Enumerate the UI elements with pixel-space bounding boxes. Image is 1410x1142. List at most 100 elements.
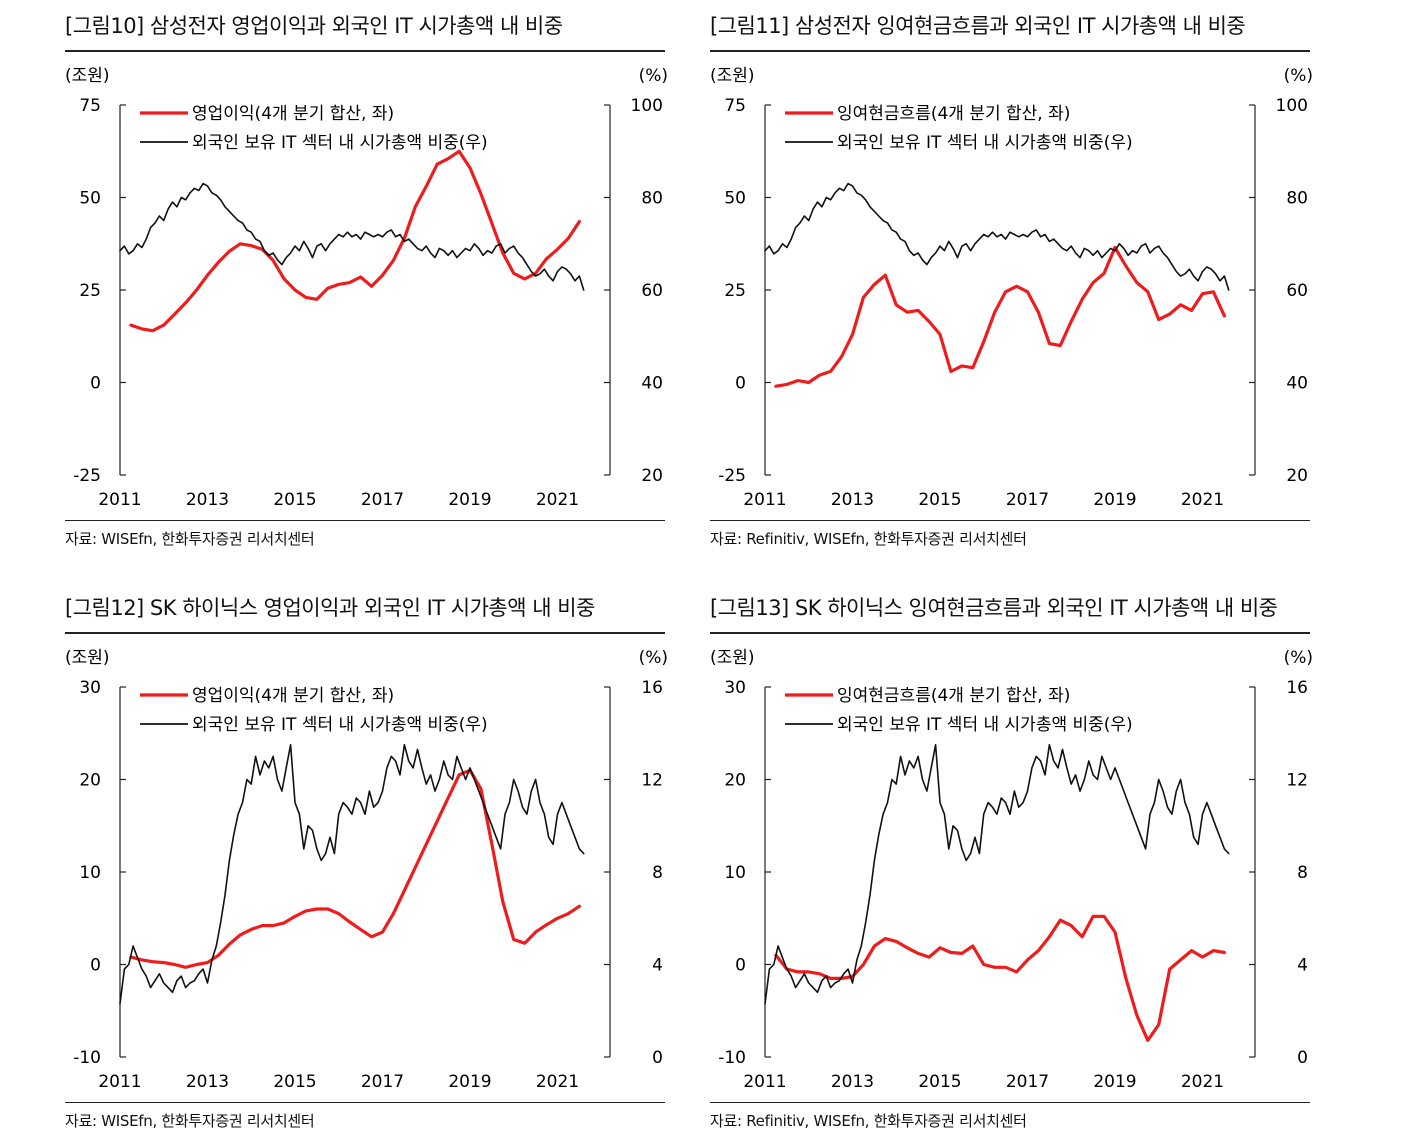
left-axis-unit: (조원) xyxy=(65,66,110,86)
left-tick-label: 50 xyxy=(79,189,101,209)
x-tick-label: 2021 xyxy=(1181,490,1224,510)
x-tick-label: 2019 xyxy=(448,1072,491,1092)
right-axis-unit: (%) xyxy=(639,648,668,668)
legend-label: 외국인 보유 IT 섹터 내 시가총액 비중(우) xyxy=(192,133,488,153)
source-note: 자료: Refinitiv, WISEfn, 한화투자증권 리서치센터 xyxy=(710,1112,1027,1130)
chart-panel-3: [그림12] SK 하이닉스 영업이익과 외국인 IT 시가총액 내 비중 (조… xyxy=(65,582,710,1142)
legend-label: 외국인 보유 IT 섹터 내 시가총액 비중(우) xyxy=(192,715,488,735)
legend-label: 잉여현금흐름(4개 분기 합산, 좌) xyxy=(837,686,1070,706)
series-line-left xyxy=(129,149,582,333)
x-tick-label: 2011 xyxy=(98,1072,141,1092)
left-tick-label: 75 xyxy=(79,96,101,116)
left-tick-label: 0 xyxy=(90,374,101,394)
left-axis-unit: (조원) xyxy=(710,648,755,668)
source-note: 자료: WISEfn, 한화투자증권 리서치센터 xyxy=(65,530,315,548)
left-axis-unit: (조원) xyxy=(710,66,755,86)
left-tick-label: 10 xyxy=(724,863,746,883)
right-tick-label: 16 xyxy=(1286,678,1308,698)
right-tick-label: 100 xyxy=(631,96,663,116)
title-rule xyxy=(710,50,1310,52)
left-tick-label: -10 xyxy=(718,1048,746,1068)
panel-title: [그림11] 삼성전자 잉여현금흐름과 외국인 IT 시가총액 내 비중 xyxy=(710,14,1246,38)
panel-title: [그림10] 삼성전자 영업이익과 외국인 IT 시가총액 내 비중 xyxy=(65,14,563,38)
chart-svg: (조원) (%) 75 50 25 0 -25 100 80 60 40 20 2011 2013 2015… xyxy=(710,66,1313,510)
source-rule xyxy=(710,520,1310,521)
right-tick-label: 40 xyxy=(641,374,663,394)
left-tick-label: 75 xyxy=(724,96,746,116)
left-tick-label: 10 xyxy=(79,863,101,883)
right-tick-label: 20 xyxy=(641,466,663,486)
x-tick-label: 2015 xyxy=(918,490,961,510)
series-line-right xyxy=(764,744,1230,1005)
series-line-right xyxy=(119,182,585,291)
x-tick-label: 2017 xyxy=(361,1072,404,1092)
x-tick-label: 2017 xyxy=(1006,1072,1049,1092)
left-tick-label: 20 xyxy=(724,771,746,791)
right-tick-label: 4 xyxy=(1297,956,1308,976)
series-line-right xyxy=(119,744,585,1005)
source-rule xyxy=(65,1102,665,1103)
x-tick-label: 2019 xyxy=(1093,490,1136,510)
chart-svg: (조원) (%) 30 20 10 0 -10 16 12 8 4 0 2011 2013 2015 2017… xyxy=(65,648,668,1092)
x-tick-label: 2011 xyxy=(743,490,786,510)
right-axis-unit: (%) xyxy=(1284,648,1313,668)
left-tick-label: 0 xyxy=(735,374,746,394)
right-tick-label: 8 xyxy=(1297,863,1308,883)
right-tick-label: 12 xyxy=(1286,771,1308,791)
series-line-left xyxy=(774,245,1227,388)
x-tick-label: 2019 xyxy=(448,490,491,510)
left-tick-label: -25 xyxy=(73,466,101,486)
x-tick-label: 2013 xyxy=(831,1072,874,1092)
x-tick-label: 2015 xyxy=(273,1072,316,1092)
series-line-left xyxy=(774,914,1227,1042)
right-tick-label: 0 xyxy=(1297,1048,1308,1068)
chart-panel-1: [그림10] 삼성전자 영업이익과 외국인 IT 시가총액 내 비중 (조원)(… xyxy=(65,0,710,560)
right-tick-label: 100 xyxy=(1276,96,1308,116)
x-tick-label: 2013 xyxy=(186,490,229,510)
source-note: 자료: Refinitiv, WISEfn, 한화투자증권 리서치센터 xyxy=(710,530,1027,548)
chart-svg: (조원) (%) 30 20 10 0 -10 16 12 8 4 0 2011 2013 2015 2017… xyxy=(710,648,1313,1092)
chart-svg: (조원) (%) 75 50 25 0 -25 100 80 60 40 20 2011 2013 2015… xyxy=(65,66,668,510)
left-tick-label: 50 xyxy=(724,189,746,209)
chart-panel-2: [그림11] 삼성전자 잉여현금흐름과 외국인 IT 시가총액 내 비중 (조원… xyxy=(710,0,1355,560)
x-tick-label: 2021 xyxy=(536,490,579,510)
x-tick-label: 2021 xyxy=(1181,1072,1224,1092)
right-tick-label: 8 xyxy=(652,863,663,883)
right-tick-label: 80 xyxy=(641,189,663,209)
left-tick-label: 25 xyxy=(724,281,746,301)
legend-label: 외국인 보유 IT 섹터 내 시가총액 비중(우) xyxy=(837,715,1133,735)
legend-label: 잉여현금흐름(4개 분기 합산, 좌) xyxy=(837,104,1070,124)
x-tick-label: 2015 xyxy=(918,1072,961,1092)
title-rule xyxy=(65,632,665,634)
left-axis-unit: (조원) xyxy=(65,648,110,668)
left-tick-label: 30 xyxy=(79,678,101,698)
legend-label: 영업이익(4개 분기 합산, 좌) xyxy=(192,686,394,706)
x-tick-label: 2015 xyxy=(273,490,316,510)
right-tick-label: 60 xyxy=(1286,281,1308,301)
left-tick-label: 30 xyxy=(724,678,746,698)
left-tick-label: -25 xyxy=(718,466,746,486)
right-tick-label: 80 xyxy=(1286,189,1308,209)
left-tick-label: 0 xyxy=(90,956,101,976)
x-tick-label: 2017 xyxy=(361,490,404,510)
right-tick-label: 16 xyxy=(641,678,663,698)
x-tick-label: 2011 xyxy=(98,490,141,510)
x-tick-label: 2019 xyxy=(1093,1072,1136,1092)
x-tick-label: 2021 xyxy=(536,1072,579,1092)
series-line-left xyxy=(129,768,582,969)
left-tick-label: 0 xyxy=(735,956,746,976)
chart-panel-4: [그림13] SK 하이닉스 잉여현금흐름과 외국인 IT 시가총액 내 비중 … xyxy=(710,582,1355,1142)
right-tick-label: 20 xyxy=(1286,466,1308,486)
x-tick-label: 2013 xyxy=(831,490,874,510)
x-tick-label: 2011 xyxy=(743,1072,786,1092)
right-axis-unit: (%) xyxy=(1284,66,1313,86)
panel-title: [그림12] SK 하이닉스 영업이익과 외국인 IT 시가총액 내 비중 xyxy=(65,596,595,620)
right-tick-label: 4 xyxy=(652,956,663,976)
title-rule xyxy=(65,50,665,52)
legend-label: 외국인 보유 IT 섹터 내 시가총액 비중(우) xyxy=(837,133,1133,153)
right-tick-label: 60 xyxy=(641,281,663,301)
left-tick-label: -10 xyxy=(73,1048,101,1068)
right-axis-unit: (%) xyxy=(639,66,668,86)
right-tick-label: 0 xyxy=(652,1048,663,1068)
left-tick-label: 25 xyxy=(79,281,101,301)
